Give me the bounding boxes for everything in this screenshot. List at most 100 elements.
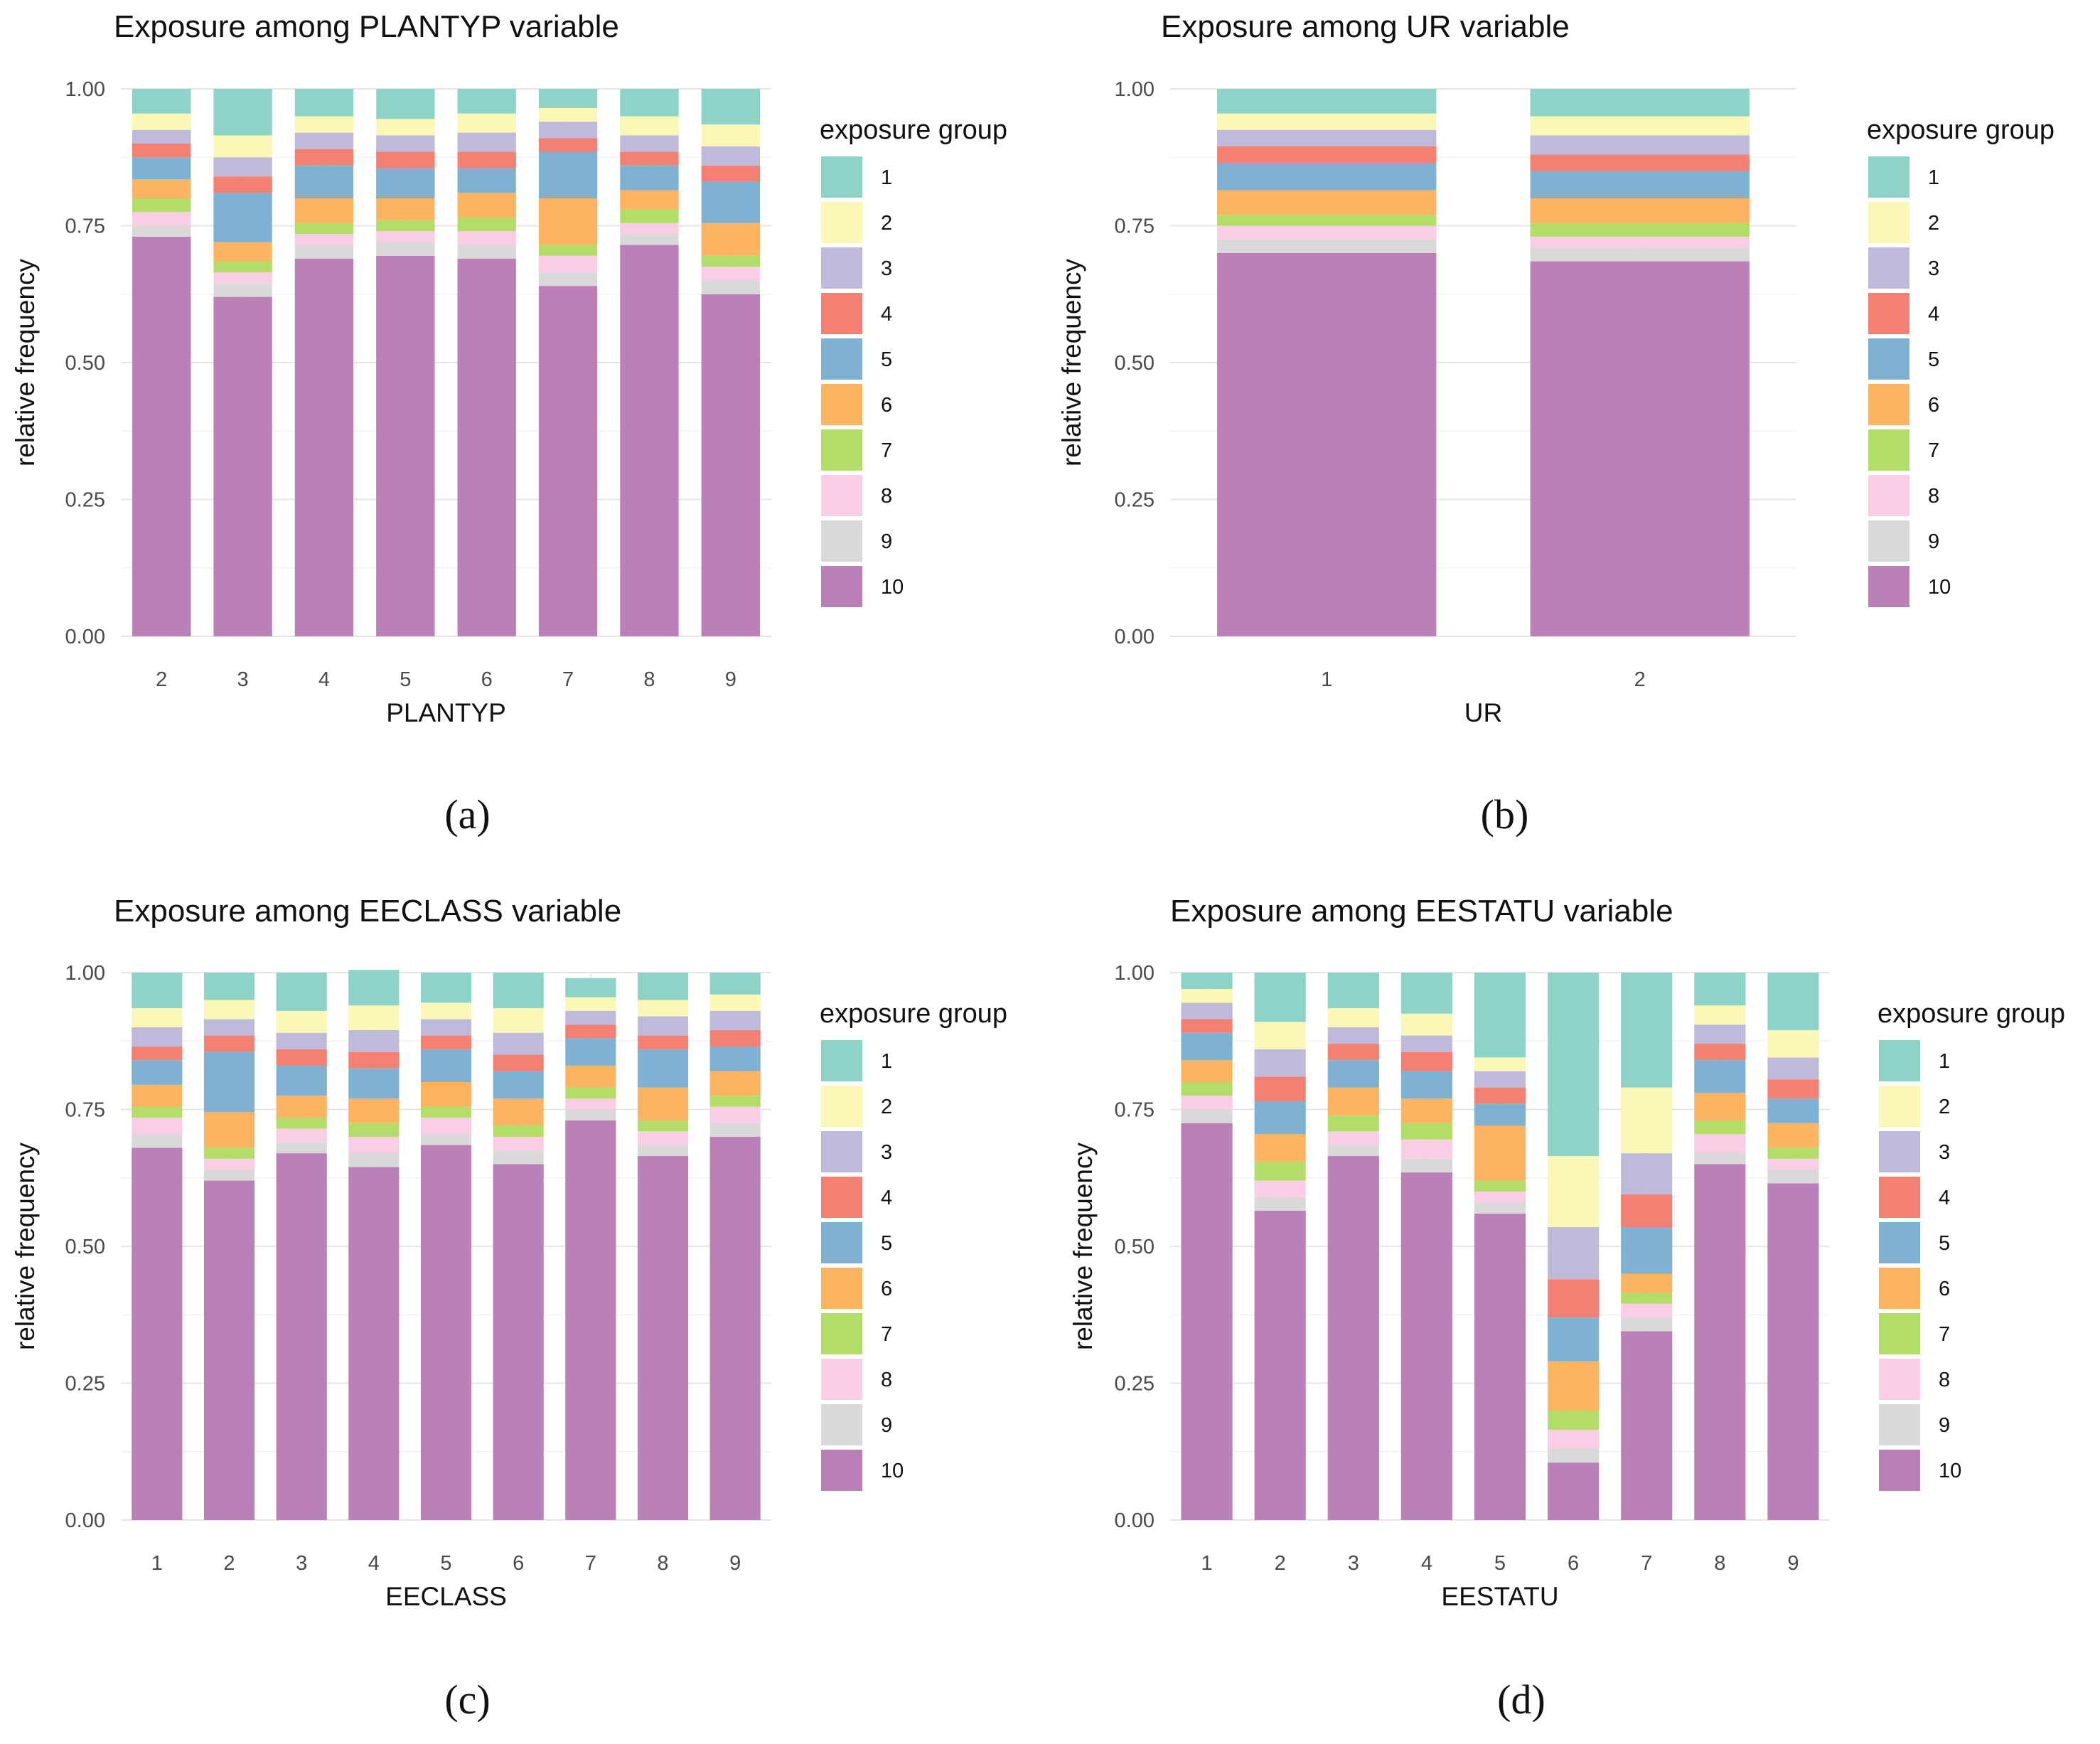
bar-segment-group-1 [493,973,544,1009]
bar-segment-group-2 [420,1002,472,1020]
legend-swatch-10 [821,566,862,607]
x-tick-label: 3 [296,1552,307,1575]
bar-segment-group-9 [709,1123,761,1137]
legend-swatch-3 [821,1131,862,1172]
bar-segment-group-10 [1217,253,1437,636]
legend-label: 3 [1939,1141,1950,1164]
legend-swatch-1 [821,156,862,198]
x-tick-label: 1 [1201,1552,1212,1575]
bar-segment-group-1 [1530,89,1750,117]
bar-segment-group-1 [538,89,598,108]
bar-segment-group-7 [637,1120,689,1132]
bar-segment-group-3 [213,157,272,177]
x-tick-label: 7 [1641,1552,1652,1575]
bar-segment-group-4 [213,176,272,193]
bar-segment-group-9 [637,1145,689,1156]
legend-label: 10 [881,576,904,599]
x-tick-label: 6 [481,668,493,691]
bar-segment-group-9 [1621,1317,1673,1332]
bar-segment-group-2 [213,135,272,158]
bar-segment-group-7 [132,198,191,213]
bar-segment-group-3 [709,1010,761,1030]
bar-segment-group-4 [1474,1087,1526,1104]
legend-swatch-10 [1879,1450,1920,1491]
bars [1217,89,1750,636]
bar-segment-group-1 [1254,973,1306,1022]
panel-d-eestatu: Exposure among EESTATU variable 0.00 0.25 0… [1068,894,2065,1723]
bar-segment-group-7 [1767,1147,1819,1159]
legend-label: 5 [881,1232,892,1255]
legend-label: 1 [1928,166,1939,189]
bar-segment-group-8 [620,223,679,235]
bar-segment-group-6 [1621,1273,1673,1293]
bar-segment-group-5 [1254,1101,1306,1135]
bar-segment-group-9 [276,1142,327,1154]
bar-segment-group-9 [1327,1145,1379,1156]
x-axis-label: UR [1464,698,1502,727]
legend-swatch-10 [1868,566,1909,607]
bar-segment-group-6 [203,1112,255,1148]
panel-caption: (b) [1481,791,1529,838]
bar-segment-group-2 [132,1008,183,1027]
bar-segment-group-5 [294,165,354,198]
legend-swatch-4 [1879,1177,1920,1218]
bar-segment-group-4 [637,1035,689,1049]
y-tick-label: 0.00 [1115,626,1155,648]
bar-segment-group-6 [1767,1123,1819,1148]
bar-segment-group-2 [376,119,435,136]
bar-segment-group-1 [132,89,191,114]
bar-segment-group-7 [620,209,679,223]
x-tick-label: 2 [156,668,167,691]
legend-swatch-2 [821,202,862,243]
bar-segment-group-3 [1254,1049,1306,1077]
y-tick-label: 1.00 [1115,962,1155,985]
bar-segment-group-6 [620,190,679,210]
bar-segment-group-5 [637,1049,689,1088]
bar-segment-group-9 [294,245,354,259]
bar-segment-group-4 [1400,1052,1452,1071]
bar-segment-group-3 [132,1027,183,1047]
legend-swatch-5 [1879,1222,1920,1263]
bar-segment-group-7 [1548,1411,1600,1430]
legend-label: 7 [881,1323,892,1346]
bar-segment-group-5 [1474,1103,1526,1126]
bar-segment-group-8 [1254,1180,1306,1197]
bar-segment-group-4 [276,1049,327,1066]
bar-segment-group-7 [565,1087,616,1099]
bar-segment-group-4 [565,1025,616,1039]
bar-segment-group-6 [457,193,516,218]
legend-label: 8 [881,1369,892,1391]
bar-segment-group-7 [701,255,760,267]
bar-segment-group-3 [620,135,679,152]
bar-segment-group-2 [294,116,354,133]
bar-segment-group-10 [132,1147,183,1520]
bar-segment-group-10 [1400,1172,1452,1520]
bar-segment-group-2 [1327,1008,1379,1027]
bar-segment-group-6 [213,242,272,262]
bar-segment-group-3 [132,129,191,144]
y-tick-label: 0.00 [65,626,105,648]
x-tick-label: 9 [729,1552,741,1575]
legend-swatch-9 [1879,1404,1920,1445]
bar-segment-group-6 [1254,1134,1306,1162]
legend-swatch-10 [821,1450,862,1491]
chart-title: Exposure among UR variable [1161,9,1570,44]
bar-segment-group-6 [1548,1361,1600,1411]
bar-segment-group-1 [276,973,327,1011]
bar-segment-group-6 [132,179,191,198]
x-tick-label: 4 [318,668,330,691]
bar-segment-group-9 [1474,1202,1526,1214]
bar-segment-group-5 [132,157,191,180]
x-tick-label: 9 [725,668,736,691]
bar-segment-group-2 [701,124,760,146]
legend-swatch-3 [1879,1131,1920,1172]
legend: exposure group 1 2 3 4 5 6 7 8 9 10 [820,999,1007,1491]
legend-swatch-7 [1879,1313,1920,1354]
bar-segment-group-4 [1767,1079,1819,1099]
bar-segment-group-9 [1694,1153,1746,1165]
bar-segment-group-4 [348,1052,400,1069]
bar-segment-group-3 [1767,1057,1819,1080]
bar-segment-group-6 [538,198,598,245]
bar-segment-group-4 [493,1054,544,1071]
bar-segment-group-1 [457,89,516,114]
